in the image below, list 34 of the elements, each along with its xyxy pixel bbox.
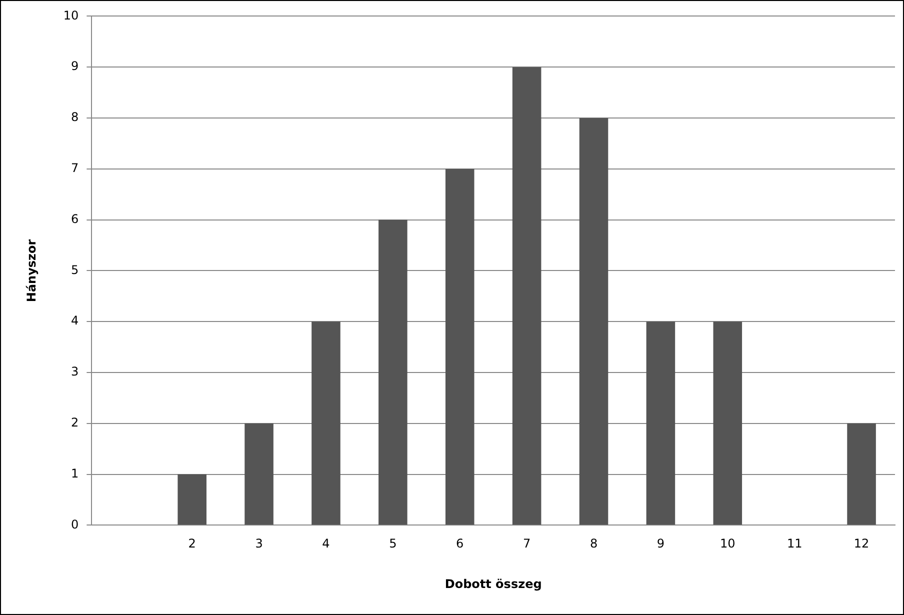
bar bbox=[847, 423, 876, 525]
x-tick-label: 9 bbox=[656, 536, 665, 551]
y-tick-label: 0 bbox=[71, 517, 79, 532]
y-tick-label: 6 bbox=[71, 212, 79, 226]
x-tick-label: 10 bbox=[720, 536, 736, 551]
bar bbox=[579, 118, 608, 525]
bar bbox=[378, 220, 408, 525]
x-tick-label: 11 bbox=[786, 536, 802, 551]
bar bbox=[445, 168, 474, 525]
x-tick-label: 5 bbox=[389, 536, 397, 551]
x-tick-label: 6 bbox=[456, 536, 464, 551]
bar bbox=[512, 67, 542, 525]
bar bbox=[178, 474, 206, 525]
bar bbox=[713, 322, 742, 525]
y-tick-label: 9 bbox=[71, 59, 79, 74]
bar bbox=[312, 322, 340, 525]
x-tick-label: 3 bbox=[255, 536, 263, 551]
y-tick-label: 2 bbox=[71, 416, 79, 430]
y-tick-label: 1 bbox=[71, 466, 79, 480]
y-tick-label: 4 bbox=[71, 314, 79, 328]
y-tick-label: 7 bbox=[71, 161, 79, 176]
x-tick-label: 8 bbox=[590, 536, 598, 551]
x-tick-label: 7 bbox=[522, 536, 531, 551]
y-axis-title: Hányszor bbox=[24, 239, 38, 302]
y-tick-label: 8 bbox=[71, 110, 79, 124]
x-tick-label: 2 bbox=[188, 536, 196, 551]
y-tick-label: 10 bbox=[63, 8, 79, 22]
bar bbox=[244, 423, 274, 525]
bar bbox=[646, 322, 676, 525]
y-tick-label: 3 bbox=[71, 364, 79, 379]
x-tick-label: 12 bbox=[854, 536, 870, 551]
x-axis-title: Dobott összeg bbox=[444, 576, 542, 591]
x-tick-label: 4 bbox=[322, 536, 330, 551]
y-tick-label: 5 bbox=[71, 262, 79, 277]
